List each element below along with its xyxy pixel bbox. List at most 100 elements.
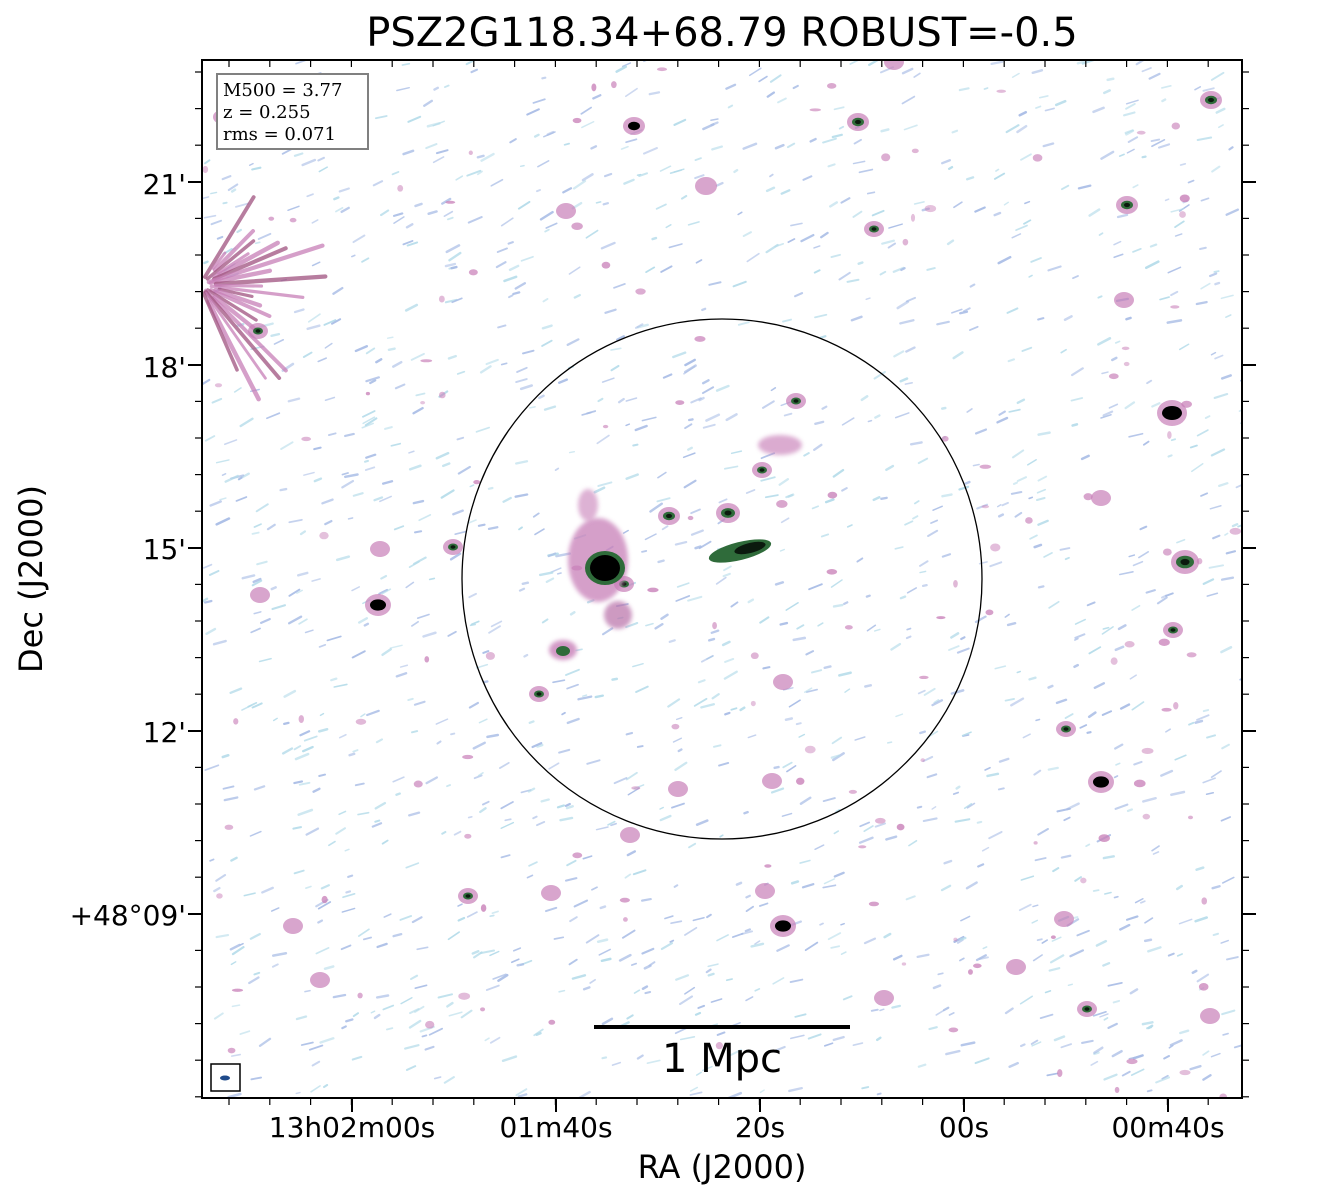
noise-speck: [253, 971, 261, 976]
noise-speck: [677, 748, 683, 753]
noise-speck: [643, 147, 658, 155]
noise-speck: [311, 1060, 321, 1067]
noise-speck: [909, 441, 923, 446]
noise-speck: [1088, 646, 1102, 655]
noise-speck: [600, 957, 612, 963]
noise-speck: [823, 665, 832, 670]
noise-speck: [391, 171, 400, 176]
noise-speck: [1099, 1013, 1109, 1018]
faint-emission-speck: [1173, 702, 1179, 710]
y-tick-label: 12': [143, 716, 186, 749]
noise-speck: [1086, 731, 1092, 734]
noise-speck: [792, 84, 799, 90]
noise-speck: [1102, 855, 1115, 860]
noise-speck: [1092, 889, 1100, 892]
noise-speck: [1073, 663, 1080, 669]
noise-speck: [676, 716, 683, 721]
y-tick-label: 15': [143, 533, 186, 566]
noise-speck: [1113, 895, 1119, 899]
noise-speck: [293, 745, 302, 751]
faint-emission-speck: [896, 823, 905, 831]
noise-speck: [841, 487, 848, 492]
noise-speck: [515, 460, 529, 465]
noise-speck: [1125, 316, 1132, 321]
noise-speck: [701, 386, 715, 395]
noise-speck: [870, 1008, 879, 1012]
noise-speck: [502, 496, 512, 503]
noise-speck: [667, 698, 681, 708]
noise-speck: [545, 222, 558, 229]
noise-speck: [364, 466, 376, 471]
faint-emission-speck: [216, 893, 223, 899]
noise-speck: [1213, 270, 1220, 273]
noise-speck: [705, 413, 721, 422]
noise-speck: [456, 370, 466, 375]
noise-speck: [1215, 107, 1226, 114]
noise-speck: [495, 261, 507, 269]
noise-speck: [407, 697, 414, 702]
noise-speck: [846, 524, 853, 528]
noise-speck: [1012, 481, 1018, 485]
faint-emission-speck: [936, 616, 946, 620]
noise-speck: [446, 1001, 454, 1008]
noise-speck: [1019, 995, 1033, 1005]
noise-speck: [1159, 296, 1170, 301]
noise-speck: [1143, 938, 1153, 943]
noise-speck: [497, 973, 509, 982]
noise-speck: [1132, 247, 1142, 253]
noise-speck: [711, 145, 723, 151]
noise-speck: [271, 963, 279, 968]
noise-speck: [956, 647, 970, 654]
noise-speck: [311, 219, 319, 224]
noise-speck: [1060, 854, 1072, 859]
noise-speck: [594, 694, 605, 699]
noise-speck: [450, 265, 458, 270]
noise-speck: [239, 417, 254, 428]
x-tick-label: 20s: [735, 1111, 785, 1144]
noise-speck: [632, 869, 647, 876]
faint-emission-speck: [804, 745, 816, 754]
noise-speck: [997, 787, 1005, 791]
noise-speck: [1128, 432, 1144, 438]
noise-speck: [905, 895, 916, 901]
noise-speck: [814, 420, 825, 425]
noise-speck: [896, 300, 910, 310]
noise-speck: [732, 280, 747, 288]
noise-speck: [516, 963, 525, 967]
noise-speck: [315, 947, 330, 955]
faint-emission-speck: [485, 651, 495, 660]
noise-speck: [376, 942, 388, 949]
info-box: M500 = 3.77 z = 0.255 rms = 0.071: [216, 73, 369, 150]
noise-speck: [548, 762, 560, 770]
noise-speck: [1165, 592, 1174, 597]
noise-speck: [655, 203, 667, 210]
noise-speck: [671, 802, 685, 809]
faint-emission-speck: [1080, 877, 1087, 884]
noise-speck: [460, 1009, 473, 1019]
noise-speck: [586, 759, 601, 765]
noise-speck: [518, 587, 526, 592]
source-halo: [1200, 1008, 1220, 1024]
source-halo: [283, 918, 303, 934]
noise-speck: [422, 631, 437, 638]
noise-speck: [1047, 684, 1054, 689]
noise-speck: [1200, 197, 1210, 202]
noise-speck: [899, 319, 915, 325]
noise-speck: [230, 856, 238, 862]
noise-speck: [375, 994, 390, 999]
faint-emission-speck: [687, 515, 694, 521]
noise-speck: [490, 620, 503, 628]
faint-emission-speck: [844, 625, 853, 630]
noise-speck: [978, 956, 989, 961]
noise-speck: [1132, 184, 1139, 189]
noise-speck: [253, 785, 266, 791]
noise-speck: [501, 1055, 518, 1063]
noise-speck: [774, 581, 785, 586]
noise-speck: [393, 212, 404, 217]
noise-speck: [672, 351, 687, 359]
noise-speck: [931, 806, 937, 810]
noise-speck: [437, 993, 453, 999]
noise-speck: [1149, 243, 1158, 248]
noise-speck: [335, 555, 351, 562]
faint-emission-speck: [1121, 346, 1130, 351]
